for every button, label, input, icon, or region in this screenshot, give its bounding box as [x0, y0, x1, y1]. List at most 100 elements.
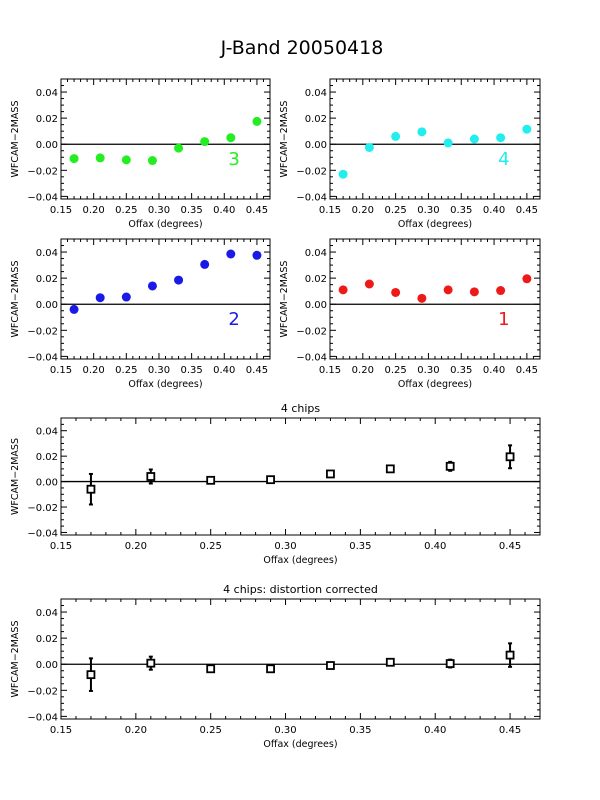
chart-panel-4: 0.15 0.20 0.25 0.30 0.35 0.40 0.45 −0.04 −0.02 0.… [10, 402, 541, 566]
data-point [146, 658, 156, 668]
x-tick-label: 0.40 [424, 725, 446, 736]
data-point [86, 670, 96, 680]
data-point [385, 657, 395, 667]
y-tick-label: 0.02 [305, 274, 327, 285]
x-tick-label: 0.15 [50, 541, 72, 552]
chip-number-label: 3 [228, 149, 239, 170]
y-tick-label: −0.04 [27, 352, 58, 363]
x-tick-label: 0.15 [50, 725, 72, 736]
data-point [445, 461, 455, 471]
x-tick-label: 0.20 [352, 365, 374, 376]
data-point [391, 131, 401, 141]
x-tick-label: 0.20 [125, 541, 147, 552]
plot-frame [60, 598, 541, 720]
chart-panel-0: 0.15 0.20 0.25 0.30 0.35 0.40 0.45 −0.04 −0.02 0.… [10, 78, 271, 230]
x-tick-label: 0.20 [83, 365, 105, 376]
data-point [469, 134, 479, 144]
plot-frame [329, 238, 541, 360]
x-tick-label: 0.25 [200, 541, 222, 552]
y-tick-label: 0.02 [305, 114, 327, 125]
y-tick-label: −0.02 [27, 503, 58, 514]
x-tick-label: 0.30 [148, 365, 170, 376]
data-point [338, 285, 348, 295]
data-point [496, 133, 506, 143]
data-point [266, 664, 275, 674]
data-point [364, 279, 374, 289]
y-axis-label: WFCAM−2MASS [279, 101, 290, 178]
data-point [364, 142, 374, 152]
data-point [417, 127, 427, 137]
y-tick-label: 0.04 [36, 248, 58, 259]
x-tick-label: 0.25 [384, 365, 406, 376]
x-tick-label: 0.35 [450, 205, 472, 216]
subplot-title: 4 chips [281, 402, 321, 415]
x-tick-label: 0.30 [417, 205, 439, 216]
data-point [385, 464, 395, 474]
data-point [522, 124, 532, 134]
data-point [69, 304, 79, 314]
chart-panel-1: 0.15 0.20 0.25 0.30 0.35 0.40 0.45 −0.04 −0.02 0.… [279, 78, 541, 230]
y-tick-label: 0.00 [36, 660, 58, 671]
x-axis-label: Offax (degrees) [398, 379, 472, 390]
x-tick-label: 0.40 [483, 205, 505, 216]
chip-number-label: 1 [498, 309, 509, 330]
y-tick-label: −0.04 [27, 712, 58, 723]
x-tick-label: 0.25 [115, 205, 137, 216]
y-axis-label: WFCAM−2MASS [10, 438, 21, 515]
y-axis-label: WFCAM−2MASS [10, 101, 21, 178]
x-tick-label: 0.45 [246, 365, 268, 376]
x-tick-label: 0.45 [499, 541, 521, 552]
data-point [338, 169, 348, 179]
x-axis-label: Offax (degrees) [263, 555, 337, 566]
data-point [496, 286, 506, 296]
data-point [266, 475, 275, 485]
x-tick-label: 0.15 [319, 365, 341, 376]
x-tick-label: 0.40 [483, 365, 505, 376]
data-point [95, 153, 105, 163]
plot-frame [60, 78, 271, 200]
data-point [445, 659, 455, 668]
x-tick-label: 0.35 [450, 365, 472, 376]
x-tick-label: 0.45 [246, 205, 268, 216]
data-point [505, 650, 515, 660]
x-tick-label: 0.20 [83, 205, 105, 216]
x-tick-label: 0.30 [148, 205, 170, 216]
x-tick-label: 0.20 [352, 205, 374, 216]
data-point [252, 250, 262, 260]
y-tick-label: −0.02 [27, 686, 58, 697]
chart-panel-3: 0.15 0.20 0.25 0.30 0.35 0.40 0.45 −0.04 −0.02 0.… [279, 238, 541, 390]
y-tick-label: 0.00 [36, 300, 58, 311]
subplot-title: 4 chips: distortion corrected [223, 583, 378, 596]
y-tick-label: −0.02 [296, 166, 327, 177]
y-axis-label: WFCAM−2MASS [10, 261, 21, 338]
y-tick-label: 0.00 [305, 140, 327, 151]
data-point [206, 664, 216, 674]
figure-title: J-Band 20050418 [220, 37, 384, 59]
data-point [443, 138, 453, 148]
x-tick-label: 0.45 [516, 365, 538, 376]
y-tick-label: 0.00 [36, 478, 58, 489]
data-point [206, 475, 216, 485]
y-tick-label: 0.02 [36, 274, 58, 285]
data-point [391, 287, 401, 297]
data-point [443, 285, 453, 295]
data-point [69, 154, 79, 164]
x-axis-label: Offax (degrees) [128, 379, 202, 390]
chip-number-label: 4 [498, 149, 509, 170]
x-tick-label: 0.30 [274, 541, 296, 552]
data-point [174, 275, 184, 285]
y-tick-label: 0.04 [36, 608, 58, 619]
y-tick-label: 0.00 [305, 300, 327, 311]
y-tick-label: −0.02 [27, 326, 58, 337]
y-tick-label: −0.02 [27, 166, 58, 177]
y-tick-label: −0.04 [27, 192, 58, 203]
y-tick-label: 0.04 [36, 88, 58, 99]
x-tick-label: 0.40 [213, 205, 235, 216]
x-tick-label: 0.35 [349, 541, 371, 552]
x-tick-label: 0.20 [125, 725, 147, 736]
plot-frame [60, 238, 271, 360]
x-tick-label: 0.25 [115, 365, 137, 376]
x-tick-label: 0.25 [384, 205, 406, 216]
x-tick-label: 0.35 [180, 365, 202, 376]
